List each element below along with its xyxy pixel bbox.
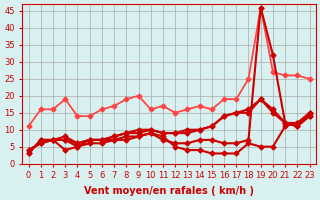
X-axis label: Vent moyen/en rafales ( km/h ): Vent moyen/en rafales ( km/h ) [84, 186, 254, 196]
